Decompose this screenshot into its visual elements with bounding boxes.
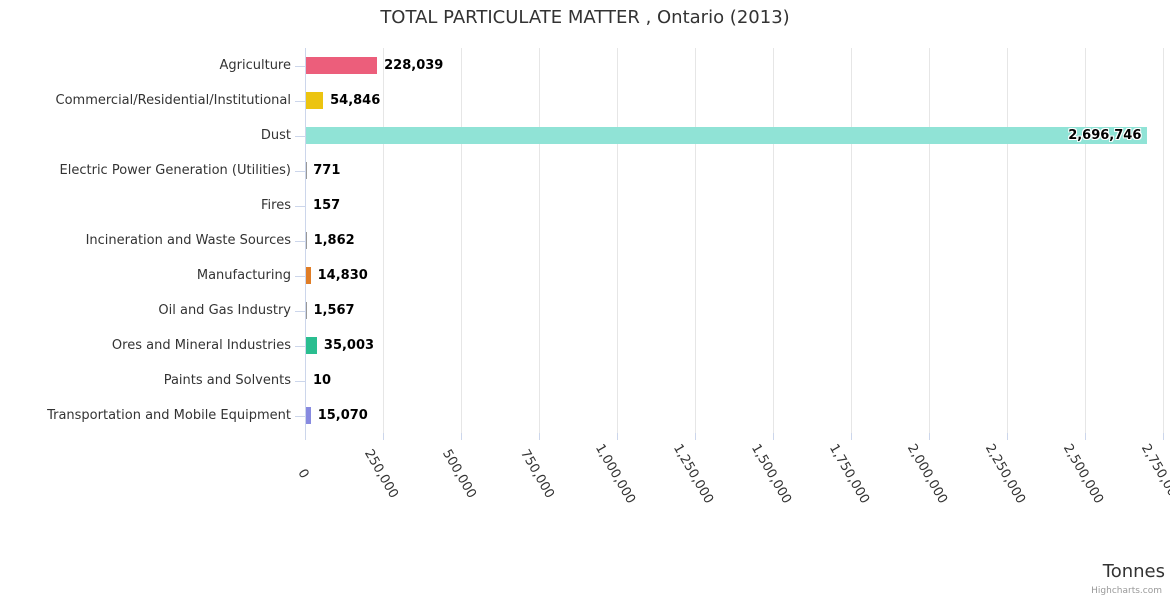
category-label-ores-and-mineral-industries: Ores and Mineral Industries bbox=[111, 337, 291, 353]
value-label-manufacturing: 14,830 bbox=[317, 267, 368, 283]
x-gridline bbox=[383, 48, 384, 433]
x-axis-tick-label: 2,250,000 bbox=[981, 441, 1029, 507]
y-axis-tick bbox=[295, 345, 305, 347]
y-axis-tick bbox=[295, 170, 305, 172]
category-label-fires: Fires bbox=[261, 197, 291, 213]
x-axis-tick bbox=[851, 433, 852, 440]
x-axis-tick bbox=[539, 433, 540, 440]
value-label-commercial-residential-institutional: 54,846 bbox=[330, 92, 381, 108]
value-label-electric-power-generation-utilities: 771 bbox=[313, 162, 341, 178]
x-gridline bbox=[1085, 48, 1086, 433]
x-axis-tick-label: 500,000 bbox=[439, 446, 479, 502]
x-axis-tick bbox=[929, 433, 930, 440]
x-axis-tick-label: 1,500,000 bbox=[747, 441, 795, 507]
y-axis-tick bbox=[295, 135, 305, 137]
category-label-agriculture: Agriculture bbox=[219, 57, 292, 73]
category-label-transportation-and-mobile-equipment: Transportation and Mobile Equipment bbox=[47, 407, 291, 423]
bar-dust[interactable] bbox=[306, 127, 1148, 144]
category-label-paints-and-solvents: Paints and Solvents bbox=[163, 372, 291, 388]
x-gridline bbox=[617, 48, 618, 433]
bar-commercial-residential-institutional[interactable] bbox=[306, 92, 324, 109]
y-axis-tick bbox=[295, 205, 305, 207]
bar-ores-and-mineral-industries[interactable] bbox=[306, 337, 317, 354]
x-gridline bbox=[851, 48, 852, 433]
y-axis-tick bbox=[295, 100, 305, 102]
x-axis-tick-label: 1,000,000 bbox=[591, 441, 639, 507]
x-axis-tick-label: 2,500,000 bbox=[1059, 441, 1107, 507]
category-label-commercial-residential-institutional: Commercial/Residential/Institutional bbox=[55, 92, 292, 108]
value-label-dust: 2,696,746 bbox=[1068, 127, 1142, 143]
chart-title: TOTAL PARTICULATE MATTER , Ontario (2013… bbox=[380, 7, 790, 28]
x-axis-tick bbox=[773, 433, 774, 440]
y-axis-tick bbox=[295, 275, 305, 277]
bar-agriculture[interactable] bbox=[306, 57, 378, 74]
category-label-oil-and-gas-industry: Oil and Gas Industry bbox=[158, 302, 291, 318]
y-axis-tick bbox=[295, 240, 305, 242]
x-gridline bbox=[1163, 48, 1164, 433]
category-label-manufacturing: Manufacturing bbox=[196, 267, 291, 283]
value-label-agriculture: 228,039 bbox=[384, 57, 444, 73]
x-axis-tick-label: 2,750,000 bbox=[1137, 441, 1170, 507]
x-gridline bbox=[695, 48, 696, 433]
x-gridline bbox=[1007, 48, 1008, 433]
x-axis-tick-label: 2,000,000 bbox=[903, 441, 951, 507]
x-axis-tick-label: 1,250,000 bbox=[669, 441, 717, 507]
x-axis-tick-label: 250,000 bbox=[361, 446, 401, 502]
highcharts-credits-link[interactable]: Highcharts.com bbox=[1091, 586, 1162, 596]
value-label-fires: 157 bbox=[313, 197, 341, 213]
x-axis-tick bbox=[1085, 433, 1086, 440]
value-label-ores-and-mineral-industries: 35,003 bbox=[323, 337, 375, 353]
y-axis-line bbox=[305, 48, 306, 433]
value-label-transportation-and-mobile-equipment: 15,070 bbox=[317, 407, 368, 423]
value-label-oil-and-gas-industry: 1,567 bbox=[313, 302, 355, 318]
x-gridline bbox=[539, 48, 540, 433]
x-axis-tick bbox=[461, 433, 462, 440]
y-axis-tick bbox=[295, 310, 305, 312]
value-label-paints-and-solvents: 10 bbox=[313, 372, 332, 388]
bar-incineration-and-waste-sources[interactable] bbox=[306, 232, 307, 249]
value-label-incineration-and-waste-sources: 1,862 bbox=[313, 232, 355, 248]
x-axis-tick-label: 0 bbox=[294, 466, 312, 482]
bar-transportation-and-mobile-equipment[interactable] bbox=[306, 407, 311, 424]
category-label-dust: Dust bbox=[260, 127, 291, 143]
x-gridline bbox=[773, 48, 774, 433]
x-axis-tick bbox=[1007, 433, 1008, 440]
category-label-electric-power-generation-utilities: Electric Power Generation (Utilities) bbox=[59, 162, 291, 178]
bar-manufacturing[interactable] bbox=[306, 267, 311, 284]
x-axis-tick bbox=[1163, 433, 1164, 440]
x-axis-tick bbox=[695, 433, 696, 440]
x-axis-tick-label: 1,750,000 bbox=[825, 441, 873, 507]
y-axis-tick bbox=[295, 380, 305, 382]
x-axis-tick bbox=[617, 433, 618, 440]
x-gridline bbox=[461, 48, 462, 433]
x-axis-tick bbox=[305, 433, 306, 440]
x-axis-tick bbox=[383, 433, 384, 440]
y-axis-tick bbox=[295, 415, 305, 417]
x-gridline bbox=[929, 48, 930, 433]
xaxis-title: Tonnes bbox=[1102, 561, 1165, 582]
y-axis-tick bbox=[295, 65, 305, 67]
category-label-incineration-and-waste-sources: Incineration and Waste Sources bbox=[85, 232, 291, 248]
x-axis-tick-label: 750,000 bbox=[517, 446, 557, 502]
